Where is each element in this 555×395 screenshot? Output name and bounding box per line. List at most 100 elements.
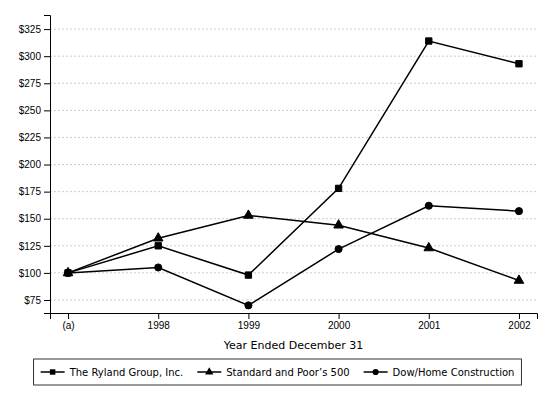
y-tick-mark bbox=[44, 110, 50, 111]
y-tick-mark bbox=[44, 273, 50, 274]
y-tick: $100 bbox=[19, 268, 50, 279]
point bbox=[425, 202, 432, 209]
grid-line bbox=[50, 191, 537, 192]
point bbox=[245, 272, 251, 278]
x-tick-label: 2001 bbox=[418, 320, 441, 331]
series bbox=[63, 210, 524, 283]
x-tick: 2002 bbox=[508, 313, 531, 331]
y-tick: $300 bbox=[19, 51, 50, 62]
series-area bbox=[63, 38, 524, 309]
x-tick-mark bbox=[158, 313, 159, 319]
series bbox=[64, 202, 522, 309]
point bbox=[426, 38, 432, 44]
y-tick: $150 bbox=[19, 213, 50, 224]
y-tick: $175 bbox=[19, 186, 50, 197]
y-tick-mark bbox=[44, 165, 50, 166]
point bbox=[63, 267, 73, 275]
y-tick-label: $75 bbox=[24, 295, 41, 306]
legend-label: Dow/Home Construction bbox=[393, 367, 515, 378]
y-tick-mark bbox=[44, 29, 50, 30]
x-tick-mark bbox=[68, 313, 69, 319]
grid bbox=[50, 29, 537, 300]
y-tick-mark bbox=[44, 300, 50, 301]
point bbox=[514, 275, 524, 283]
point bbox=[334, 220, 344, 228]
y-tick-mark bbox=[44, 83, 50, 84]
y-tick-label: $200 bbox=[19, 159, 42, 170]
legend-item: Standard and Poor’s 500 bbox=[197, 367, 349, 378]
x-tick: (a) bbox=[62, 313, 74, 331]
point bbox=[153, 233, 163, 241]
y-tick-mark bbox=[44, 246, 50, 247]
point bbox=[64, 269, 71, 276]
plot: $75 $100 $125 $150 $175 $200 $225 $250 $275 $300 $… bbox=[19, 16, 538, 332]
grid-line bbox=[50, 164, 537, 165]
grid-line bbox=[50, 56, 537, 57]
x-tick-label: 2002 bbox=[508, 320, 531, 331]
grid-line bbox=[50, 218, 537, 219]
y-tick: $200 bbox=[19, 159, 50, 170]
grid-line bbox=[50, 245, 537, 246]
x-tick-mark bbox=[429, 313, 430, 319]
legend-item: The Ryland Group, Inc. bbox=[41, 367, 184, 378]
legend-label: The Ryland Group, Inc. bbox=[69, 367, 184, 378]
y-tick: $275 bbox=[19, 78, 50, 89]
point bbox=[335, 185, 341, 191]
x-tick-label: 1999 bbox=[238, 320, 261, 331]
x-tick-mark bbox=[339, 313, 340, 319]
x-tick: 1998 bbox=[148, 313, 171, 331]
point bbox=[515, 208, 522, 215]
legend-item: Dow/Home Construction bbox=[364, 367, 515, 378]
y-tick-label: $150 bbox=[19, 213, 42, 224]
point bbox=[65, 270, 71, 276]
point bbox=[245, 302, 252, 309]
y-axis: $75 $100 $125 $150 $175 $200 $225 $250 $275 $300 $… bbox=[19, 16, 51, 314]
x-tick-label: (a) bbox=[62, 320, 74, 331]
y-tick-mark bbox=[44, 56, 50, 57]
grid-line bbox=[50, 137, 537, 138]
x-tick: 1999 bbox=[238, 313, 261, 331]
y-tick-label: $225 bbox=[19, 132, 42, 143]
series bbox=[65, 38, 522, 278]
x-tick-label: 2000 bbox=[328, 320, 351, 331]
y-tick: $75 bbox=[24, 295, 50, 306]
legend-marker bbox=[205, 367, 213, 374]
y-tick: $225 bbox=[19, 132, 50, 143]
legend-label: Standard and Poor’s 500 bbox=[226, 367, 349, 378]
x-tick: 2001 bbox=[418, 313, 441, 331]
y-tick-label: $100 bbox=[19, 268, 42, 279]
x-tick: 2000 bbox=[328, 313, 351, 331]
grid-line bbox=[50, 110, 537, 111]
x-tick-mark bbox=[519, 313, 520, 319]
grid-line bbox=[50, 83, 537, 84]
point bbox=[244, 210, 254, 218]
grid-line bbox=[50, 299, 537, 300]
x-axis-line bbox=[51, 314, 538, 320]
x-axis-title: Year Ended December 31 bbox=[223, 339, 363, 352]
y-tick-label: $125 bbox=[19, 241, 42, 252]
legend-frame bbox=[34, 359, 522, 385]
series-line bbox=[68, 206, 519, 306]
y-tick-label: $325 bbox=[19, 24, 42, 35]
y-tick-label: $175 bbox=[19, 186, 42, 197]
grid-line bbox=[50, 29, 537, 30]
legend-marker bbox=[373, 369, 379, 375]
x-axis: (a) 1998 1999 2000 2001 2002 bbox=[51, 313, 538, 331]
y-tick-mark bbox=[44, 219, 50, 220]
legend-marker bbox=[50, 369, 55, 374]
y-tick: $325 bbox=[19, 24, 50, 35]
point bbox=[516, 61, 522, 67]
y-tick-mark bbox=[44, 137, 50, 138]
x-tick-mark bbox=[248, 313, 249, 319]
point bbox=[155, 264, 162, 271]
series-line bbox=[68, 215, 519, 280]
y-tick-label: $300 bbox=[19, 51, 42, 62]
legend: The Ryland Group, Inc. Standard and Poor’… bbox=[34, 359, 522, 385]
series-line bbox=[68, 41, 519, 275]
point bbox=[335, 245, 342, 252]
y-tick: $125 bbox=[19, 241, 50, 252]
y-tick-label: $250 bbox=[19, 105, 42, 116]
chart: $75 $100 $125 $150 $175 $200 $225 $250 $275 $300 $… bbox=[0, 0, 555, 395]
point bbox=[424, 242, 434, 250]
grid-line bbox=[50, 272, 537, 273]
